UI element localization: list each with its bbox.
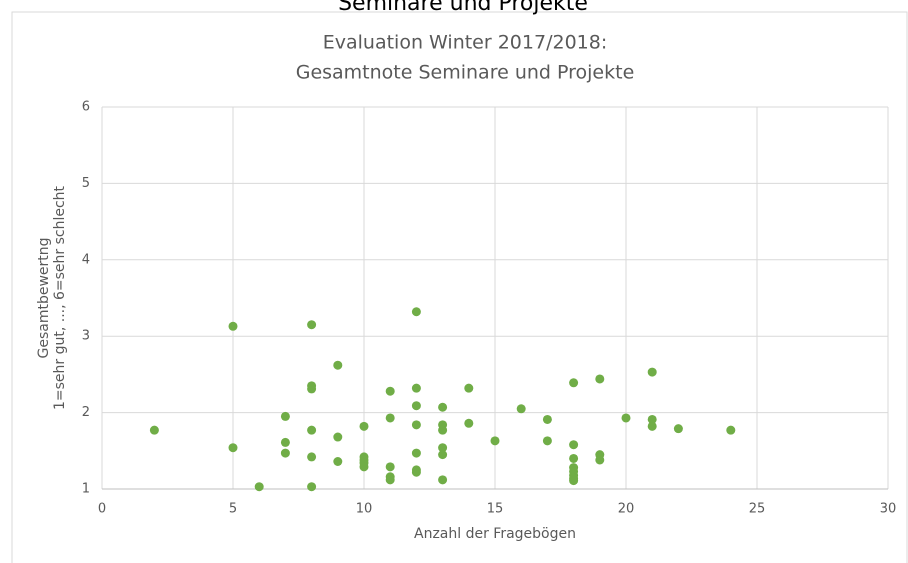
point [359,421,369,431]
point [411,307,421,317]
y-tick-label: 2 [82,405,90,420]
point [647,414,657,424]
point [438,425,448,435]
point [385,462,395,472]
point [647,421,657,431]
point [595,455,605,465]
point [621,413,631,423]
point [726,425,736,435]
x-tick-label: 0 [98,502,106,517]
point [411,401,421,411]
x-tick-label: 10 [356,502,373,517]
page-heading: Seminare und Projekte [338,0,588,16]
chart-title: Gesamtnote Seminare und Projekte [296,62,635,84]
x-axis-label: Anzahl der Fragebögen [414,526,576,542]
point [490,436,500,446]
point [254,482,264,492]
point [411,448,421,458]
point [464,383,474,393]
point [228,321,238,331]
point [542,414,552,424]
point [307,384,317,394]
point [595,374,605,384]
chart-title: Evaluation Winter 2017/2018: [323,32,607,54]
y-tick-label: 6 [82,100,90,115]
point [280,448,290,458]
y-axis-label: Gesamtbewertng [36,237,52,358]
y-tick-label: 5 [82,176,90,191]
point [411,420,421,430]
point [307,452,317,462]
x-tick-label: 5 [229,502,237,517]
point [307,425,317,435]
point [333,456,343,466]
chart-frame [11,11,908,563]
x-tick-label: 30 [880,502,897,517]
x-tick-label: 15 [487,502,504,517]
y-tick-label: 1 [82,482,90,497]
point [438,443,448,453]
point [569,378,579,388]
point [228,443,238,453]
point [333,360,343,370]
point [542,436,552,446]
point [280,437,290,447]
point [438,450,448,460]
point [516,404,526,414]
y-axis-label: 1=sehr gut, ..., 6=sehr schlecht [52,185,68,410]
x-tick-label: 25 [749,502,766,517]
point [411,467,421,477]
y-tick-label: 3 [82,329,90,344]
point [569,453,579,463]
point [385,413,395,423]
point [673,424,683,434]
point [569,440,579,450]
point [438,475,448,485]
point [464,418,474,428]
point [438,402,448,412]
point [307,320,317,330]
point [385,386,395,396]
point [280,411,290,421]
point [307,482,317,492]
point [647,367,657,377]
point [411,383,421,393]
point [359,462,369,472]
point [149,425,159,435]
point [333,432,343,442]
point [569,476,579,486]
point [385,475,395,485]
y-tick-label: 4 [82,252,90,267]
x-tick-label: 20 [618,502,635,517]
